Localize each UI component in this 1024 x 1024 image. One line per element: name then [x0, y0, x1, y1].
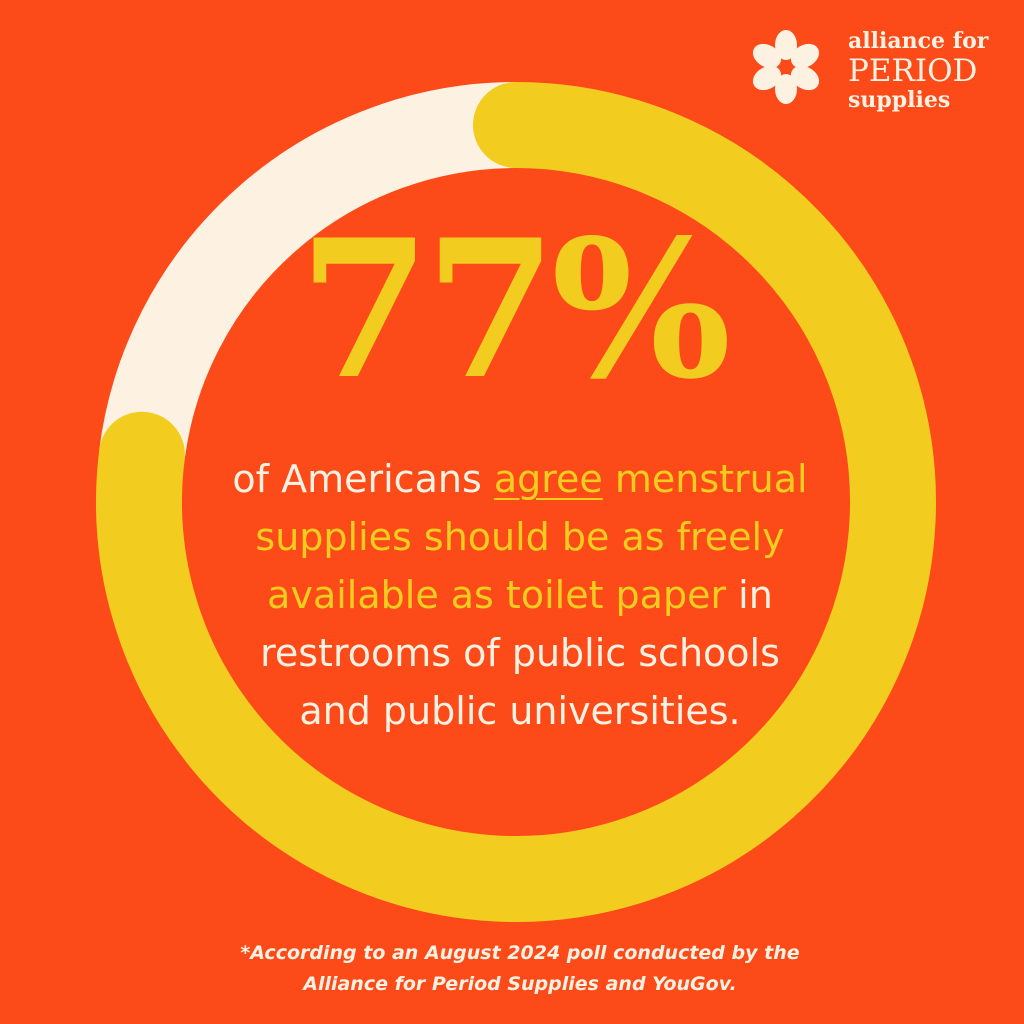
donut-segment [99, 82, 517, 461]
donut-segment [96, 82, 936, 922]
description-text: of Americans [232, 457, 494, 501]
footnote-line: *According to an August 2024 poll conduc… [240, 942, 800, 964]
headline-value: 77% [298, 198, 732, 421]
logo: alliance for PERIOD supplies [848, 30, 988, 111]
donut-ring [96, 82, 936, 922]
footnote-line: Alliance for Period Supplies and YouGov. [303, 973, 737, 995]
description: of Americans agree menstrual supplies sh… [230, 450, 810, 740]
description-text: in restrooms of public schools and publi… [260, 573, 780, 733]
logo-icon [752, 30, 820, 104]
description-text: agree [493, 457, 603, 501]
description-text: menstrual supplies should be as freely a… [255, 457, 808, 617]
logo-text: alliance for [848, 28, 989, 54]
footnote: *According to an August 2024 poll conduc… [0, 938, 1024, 1000]
logo-text: PERIOD [848, 53, 978, 89]
logo-text: supplies [848, 87, 951, 113]
